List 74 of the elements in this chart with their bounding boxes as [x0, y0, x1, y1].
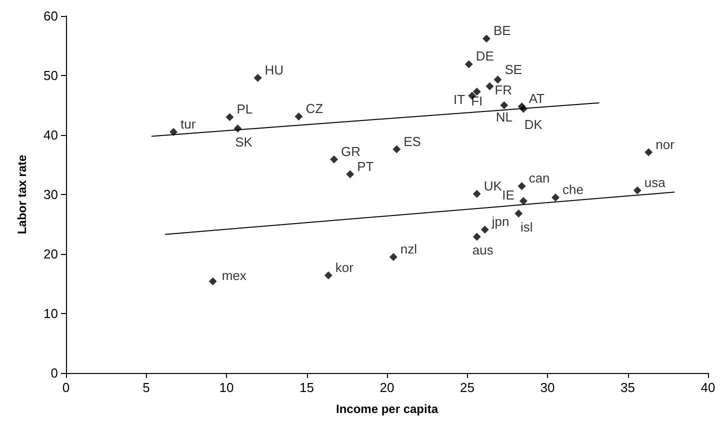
- point: [324, 271, 332, 280]
- annotation: DK: [524, 116, 543, 132]
- point: [519, 197, 528, 206]
- y-axis-title: Labor tax rate: [15, 154, 29, 234]
- x-tick-label: 35: [620, 380, 635, 395]
- annotation: usa: [644, 174, 666, 190]
- y-tick-label: 20: [44, 246, 58, 262]
- point: [644, 148, 653, 156]
- point: [294, 112, 303, 121]
- point: [486, 82, 494, 90]
- point: [519, 104, 528, 113]
- point: [472, 88, 481, 96]
- annotation: SK: [235, 134, 253, 150]
- point: [500, 101, 508, 110]
- annotation: tur: [180, 116, 196, 132]
- point: [494, 76, 502, 84]
- annotation: IE: [502, 188, 515, 203]
- point: [514, 210, 523, 218]
- annotation: aus: [472, 242, 494, 258]
- point: [346, 170, 354, 178]
- annotation: che: [562, 182, 584, 197]
- point: [552, 193, 560, 202]
- annotation: DE: [476, 48, 494, 64]
- annotation: BE: [494, 23, 512, 38]
- y-tick-label: 10: [44, 306, 58, 321]
- annotation: UK: [484, 178, 502, 194]
- point: [226, 113, 234, 122]
- y-tick-label: 30: [44, 187, 58, 202]
- point: [518, 182, 526, 190]
- annotation: HU: [264, 62, 284, 78]
- x-tick-label: 40: [700, 380, 716, 395]
- annotation: GR: [341, 144, 361, 159]
- annotation: ES: [404, 134, 422, 149]
- annotation: FR: [494, 82, 512, 98]
- annotation: AT: [528, 90, 545, 106]
- point: [254, 74, 262, 82]
- y-tick-label: 0: [50, 366, 58, 380]
- annotation: can: [528, 170, 550, 186]
- y-tick-label: 40: [44, 128, 58, 142]
- point: [472, 190, 481, 198]
- point: [389, 252, 398, 261]
- point: [464, 60, 473, 68]
- point: [392, 145, 401, 154]
- point: [472, 232, 481, 241]
- x-tick-label: 20: [380, 380, 394, 395]
- annotation: IT: [454, 92, 466, 108]
- annotation: FI: [471, 94, 483, 109]
- point: [480, 226, 489, 234]
- x-tick-label: 5: [142, 380, 150, 395]
- point: [208, 277, 217, 286]
- annotation: PL: [236, 102, 253, 117]
- point: [170, 128, 178, 136]
- annotation: isl: [520, 220, 533, 235]
- point: [234, 124, 242, 132]
- annotation: mex: [222, 268, 247, 283]
- annotation: nzl: [400, 241, 418, 256]
- point: [330, 155, 338, 164]
- annotation: SE: [504, 62, 522, 78]
- annotation: jpn: [490, 214, 510, 230]
- point: [482, 34, 491, 43]
- y-tick-label: 60: [44, 8, 58, 24]
- annotation: nor: [656, 136, 676, 152]
- x-tick-label: 0: [62, 380, 70, 395]
- annotation: PT: [357, 158, 374, 174]
- x-tick-label: 15: [300, 380, 314, 395]
- annotation: CZ: [306, 101, 324, 116]
- point: [633, 186, 642, 194]
- x-tick-label: 25: [460, 380, 474, 395]
- x-tick-label: 30: [540, 380, 555, 395]
- annotation: NL: [496, 109, 512, 124]
- x-tick-label: 10: [219, 380, 234, 395]
- x-axis-title: Income per capita: [336, 402, 438, 416]
- annotation: kor: [335, 260, 354, 275]
- y-tick-label: 50: [44, 68, 58, 83]
